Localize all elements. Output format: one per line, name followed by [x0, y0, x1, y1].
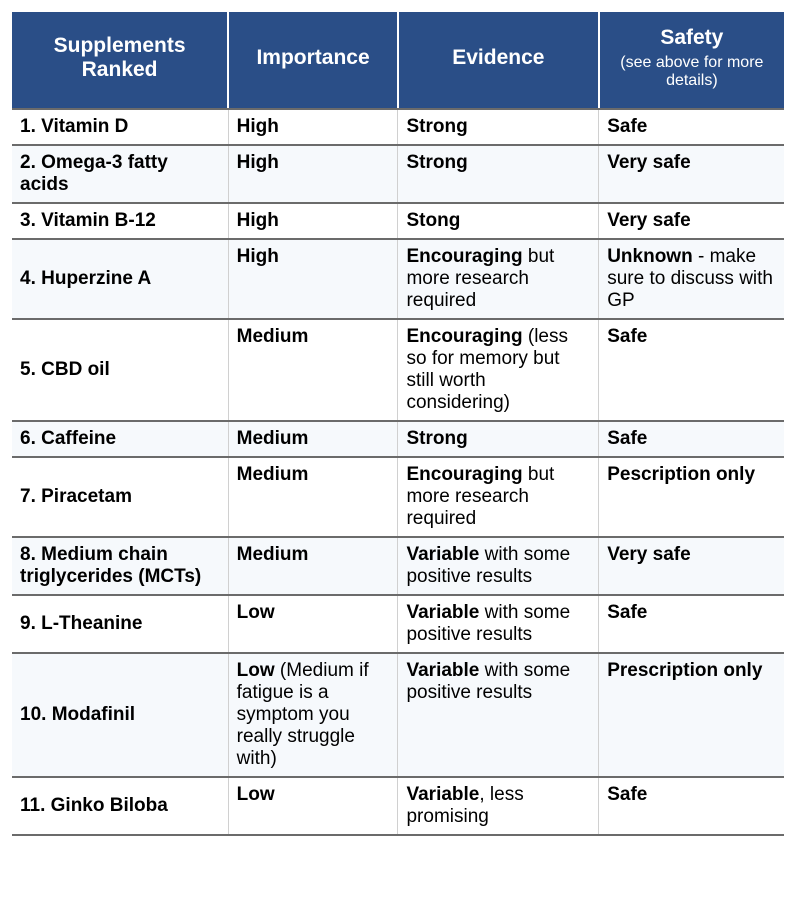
cell-name: 8. Medium chain triglycerides (MCTs)	[12, 537, 228, 595]
table-row: 10. ModafinilLow (Medium if fatigue is a…	[12, 653, 784, 777]
cell-evidence-bold: Variable	[406, 602, 479, 623]
cell-importance-bold: High	[237, 152, 279, 173]
cell-safety: Safe	[599, 109, 784, 145]
header-safety: Safety (see above for more details)	[599, 12, 784, 109]
cell-evidence-bold: Variable	[406, 784, 479, 805]
cell-safety-bold: Very safe	[607, 544, 690, 565]
table-row: 4. Huperzine A High Encouraging but more r…	[12, 239, 784, 319]
cell-importance-bold: Medium	[237, 464, 309, 485]
cell-safety: Very safe	[599, 537, 784, 595]
header-importance: Importance	[228, 12, 398, 109]
table-row: 7. Piracetam Medium Encouraging but more r…	[12, 457, 784, 537]
header-supplements-line1: Supplements	[54, 34, 186, 57]
table-row: 1. Vitamin D High Strong Safe	[12, 109, 784, 145]
header-evidence: Evidence	[398, 12, 599, 109]
cell-name: 5. CBD oil	[12, 319, 228, 421]
cell-importance: High	[228, 145, 398, 203]
cell-name: 11. Ginko Biloba	[12, 777, 228, 835]
cell-importance: Medium	[228, 537, 398, 595]
header-supplements: Supplements Ranked	[12, 12, 228, 109]
cell-evidence: Strong	[398, 145, 599, 203]
cell-evidence-bold: Strong	[406, 116, 467, 137]
cell-safety-bold: Safe	[607, 602, 647, 623]
cell-evidence: Stong	[398, 203, 599, 239]
cell-name: 4. Huperzine A	[12, 239, 228, 319]
header-safety-sub: (see above for more details)	[610, 54, 774, 90]
cell-safety: Very safe	[599, 203, 784, 239]
cell-safety: Safe	[599, 421, 784, 457]
cell-name: 1. Vitamin D	[12, 109, 228, 145]
supplements-table: Supplements Ranked Importance Evidence S…	[12, 12, 784, 836]
table-row: 11. Ginko Biloba Low Variable, less promis…	[12, 777, 784, 835]
table-header-row: Supplements Ranked Importance Evidence S…	[12, 12, 784, 109]
cell-evidence-bold: Variable	[406, 660, 479, 681]
table-row: 3. Vitamin B-12 High Stong Very safe	[12, 203, 784, 239]
cell-evidence: Encouraging but more research required	[398, 457, 599, 537]
cell-safety-bold: Very safe	[607, 210, 690, 231]
cell-importance: Low	[228, 777, 398, 835]
table-row: 8. Medium chain triglycerides (MCTs) Medi…	[12, 537, 784, 595]
cell-evidence: Encouraging but more research required	[398, 239, 599, 319]
cell-evidence-bold: Encouraging	[406, 464, 522, 485]
cell-evidence-bold: Encouraging	[406, 326, 522, 347]
cell-importance: Low	[228, 595, 398, 653]
cell-name: 9. L-Theanine	[12, 595, 228, 653]
cell-safety: Safe	[599, 595, 784, 653]
cell-safety: Prescription only	[599, 653, 784, 777]
cell-importance-bold: Medium	[237, 544, 309, 565]
header-safety-line1: Safety	[660, 26, 723, 49]
cell-safety: Pescription only	[599, 457, 784, 537]
cell-safety-bold: Pescription only	[607, 464, 755, 485]
cell-safety-bold: Prescription only	[607, 660, 762, 681]
cell-safety-bold: Safe	[607, 326, 647, 347]
cell-name: 7. Piracetam	[12, 457, 228, 537]
table-row: 6. Caffeine Medium Strong Safe	[12, 421, 784, 457]
cell-importance-bold: Low	[237, 602, 275, 623]
cell-importance: Medium	[228, 319, 398, 421]
cell-name: 3. Vitamin B-12	[12, 203, 228, 239]
cell-safety-bold: Unknown	[607, 246, 693, 267]
cell-name: 6. Caffeine	[12, 421, 228, 457]
cell-evidence-bold: Stong	[406, 210, 460, 231]
cell-importance-bold: Low	[237, 660, 275, 681]
cell-importance-bold: Medium	[237, 428, 309, 449]
cell-importance: High	[228, 239, 398, 319]
cell-safety: Safe	[599, 777, 784, 835]
cell-evidence-bold: Strong	[406, 152, 467, 173]
cell-evidence: Strong	[398, 421, 599, 457]
cell-safety-bold: Safe	[607, 116, 647, 137]
cell-name: 2. Omega-3 fatty acids	[12, 145, 228, 203]
cell-evidence: Variable, less promising	[398, 777, 599, 835]
cell-importance: Medium	[228, 457, 398, 537]
table-row: 9. L-Theanine Low Variable with some posit…	[12, 595, 784, 653]
table-row: 5. CBD oil Medium Encouraging (less so for…	[12, 319, 784, 421]
cell-importance-bold: High	[237, 116, 279, 137]
cell-importance: High	[228, 109, 398, 145]
cell-evidence: Variable with some positive results	[398, 537, 599, 595]
cell-importance-bold: High	[237, 210, 279, 231]
table-body: 1. Vitamin D High Strong Safe 2. Omega-3 fat…	[12, 109, 784, 835]
cell-importance-bold: Medium	[237, 326, 309, 347]
cell-safety: Unknown - make sure to discuss with GP	[599, 239, 784, 319]
header-supplements-line2: Ranked	[82, 58, 158, 81]
table-row: 2. Omega-3 fatty acids High Strong Very saf…	[12, 145, 784, 203]
cell-evidence: Strong	[398, 109, 599, 145]
cell-safety-bold: Very safe	[607, 152, 690, 173]
cell-name: 10. Modafinil	[12, 653, 228, 777]
cell-safety-bold: Safe	[607, 428, 647, 449]
cell-evidence-bold: Strong	[406, 428, 467, 449]
cell-evidence: Variable with some positive results	[398, 595, 599, 653]
cell-safety: Safe	[599, 319, 784, 421]
cell-evidence-bold: Variable	[406, 544, 479, 565]
cell-evidence: Variable with some positive results	[398, 653, 599, 777]
cell-safety-bold: Safe	[607, 784, 647, 805]
cell-importance-bold: High	[237, 246, 279, 267]
cell-evidence-bold: Encouraging	[406, 246, 522, 267]
cell-importance-bold: Low	[237, 784, 275, 805]
cell-safety: Very safe	[599, 145, 784, 203]
cell-importance: High	[228, 203, 398, 239]
cell-importance: Medium	[228, 421, 398, 457]
cell-importance: Low (Medium if fatigue is a symptom you …	[228, 653, 398, 777]
cell-evidence: Encouraging (less so for memory but stil…	[398, 319, 599, 421]
